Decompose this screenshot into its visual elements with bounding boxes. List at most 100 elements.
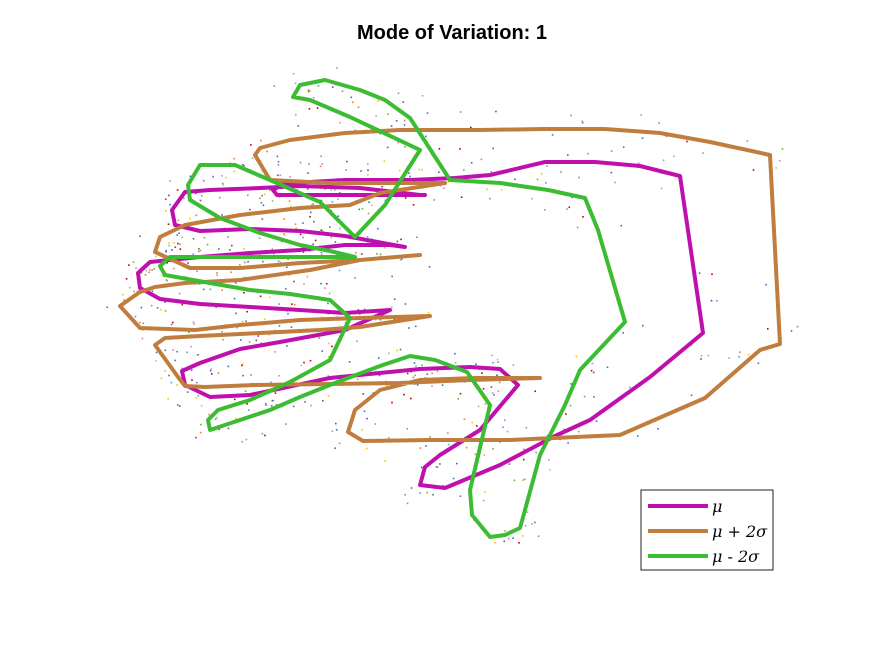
sample-point (698, 272, 701, 274)
sample-point (313, 220, 315, 223)
sample-point (156, 307, 159, 309)
sample-point (569, 404, 572, 407)
sample-point (410, 371, 412, 373)
sample-point (500, 189, 503, 191)
sample-point (481, 372, 483, 374)
sample-point (329, 226, 331, 228)
sample-point (610, 150, 613, 152)
sample-point (637, 162, 640, 164)
sample-point (531, 197, 533, 200)
sample-point (151, 290, 154, 293)
sample-point (470, 162, 473, 164)
sample-point (641, 137, 644, 139)
sample-point (153, 268, 155, 270)
sample-point (187, 262, 189, 264)
sample-point (320, 282, 322, 285)
sample-point (128, 264, 130, 266)
sample-point (379, 253, 382, 256)
sample-point (269, 296, 271, 299)
sample-point (273, 252, 275, 255)
sample-point (155, 351, 158, 354)
sample-point (261, 432, 264, 435)
sample-point (273, 85, 276, 87)
sample-point (355, 252, 357, 254)
sample-point (306, 188, 309, 190)
sample-point (171, 249, 173, 251)
sample-point (408, 172, 410, 174)
sample-point (293, 303, 296, 306)
sample-point (216, 272, 218, 274)
sample-point (168, 244, 170, 247)
sample-point (425, 445, 427, 447)
sample-point (363, 410, 366, 413)
legend-label-mu-minus: μ - 2σ (712, 547, 760, 566)
sample-point (381, 185, 383, 188)
sample-point (386, 146, 389, 149)
sample-point (261, 218, 264, 220)
sample-point (354, 129, 357, 132)
sample-point (385, 384, 388, 387)
sample-point (221, 330, 223, 333)
sample-point (593, 396, 595, 398)
sample-point (260, 342, 263, 344)
sample-point (288, 200, 291, 202)
sample-point (359, 313, 361, 316)
sample-point (357, 309, 360, 311)
sample-point (195, 436, 197, 439)
sample-point (497, 361, 499, 363)
sample-point (244, 390, 247, 392)
sample-point (496, 374, 498, 377)
sample-point (400, 258, 403, 260)
sample-point (320, 229, 323, 231)
sample-point (379, 132, 381, 135)
sample-point (236, 326, 238, 329)
sample-point (274, 392, 277, 394)
sample-point (165, 210, 167, 212)
sample-point (438, 171, 440, 174)
sample-point (636, 435, 639, 437)
series-layer (118, 78, 782, 539)
sample-point (507, 537, 510, 540)
sample-point (289, 176, 291, 178)
sample-point (404, 197, 407, 199)
sample-point (266, 150, 268, 153)
sample-point (752, 169, 755, 171)
sample-point (302, 236, 304, 239)
sample-point (322, 230, 324, 233)
sample-point (255, 339, 258, 342)
sample-point (235, 312, 237, 315)
sample-point (310, 404, 312, 407)
sample-point (218, 196, 221, 199)
sample-point (176, 384, 178, 386)
sample-point (384, 199, 387, 202)
sample-point (707, 354, 710, 357)
sample-point (526, 511, 529, 513)
sample-point (413, 362, 416, 364)
sample-point (222, 182, 224, 185)
sample-point (125, 278, 128, 280)
sample-point (525, 426, 528, 429)
sample-point (209, 288, 212, 291)
sample-point (622, 332, 624, 334)
sample-point (277, 164, 280, 166)
sample-point (270, 381, 272, 384)
sample-point (686, 140, 688, 143)
sample-point (563, 428, 566, 431)
sample-point (233, 297, 236, 300)
legend-label-mu: μ (712, 497, 722, 516)
sample-point (192, 321, 195, 323)
sample-point (250, 374, 252, 376)
sample-point (250, 144, 252, 146)
sample-point (514, 178, 516, 180)
sample-point (249, 208, 251, 211)
sample-point (166, 262, 168, 264)
sample-point (362, 393, 364, 395)
sample-point (497, 390, 500, 392)
sample-point (658, 122, 660, 124)
sample-point (534, 390, 536, 393)
series-line-mu-plus-2sigma (118, 127, 782, 443)
sample-point (269, 189, 271, 191)
sample-point (361, 253, 363, 255)
sample-point (227, 427, 230, 430)
sample-point (309, 215, 311, 218)
